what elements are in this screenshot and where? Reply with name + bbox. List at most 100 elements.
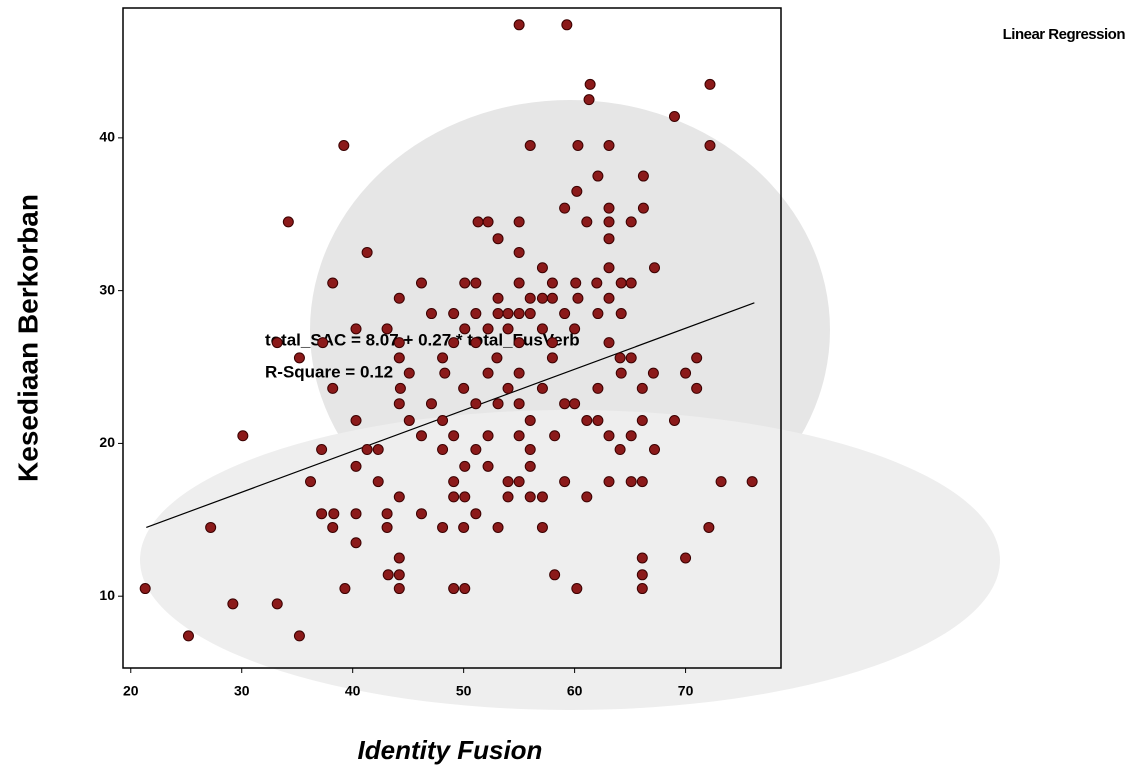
point: [382, 324, 392, 334]
annotation: R-Square = 0.12: [265, 362, 393, 381]
point: [416, 509, 426, 519]
point: [525, 416, 535, 426]
point: [525, 309, 535, 319]
point: [438, 522, 448, 532]
point: [604, 263, 614, 273]
point: [471, 278, 481, 288]
point: [650, 445, 660, 455]
point: [503, 492, 513, 502]
point: [394, 553, 404, 563]
point: [525, 445, 535, 455]
point: [395, 383, 405, 393]
point: [460, 278, 470, 288]
point: [514, 477, 524, 487]
x-tick-label: 70: [678, 683, 694, 699]
point: [351, 509, 361, 519]
point: [669, 111, 679, 121]
point: [493, 399, 503, 409]
point: [306, 477, 316, 487]
point: [238, 431, 248, 441]
point: [514, 217, 524, 227]
point: [604, 431, 614, 441]
point: [537, 522, 547, 532]
point: [362, 247, 372, 257]
point: [318, 338, 328, 348]
point: [615, 353, 625, 363]
point: [747, 477, 757, 487]
point: [340, 584, 350, 594]
point: [562, 20, 572, 30]
point: [394, 293, 404, 303]
point: [582, 217, 592, 227]
point: [573, 141, 583, 151]
point: [584, 95, 594, 105]
point: [449, 492, 459, 502]
point: [438, 353, 448, 363]
point: [373, 477, 383, 487]
point: [416, 278, 426, 288]
point: [593, 416, 603, 426]
point: [514, 399, 524, 409]
point: [449, 309, 459, 319]
point: [638, 171, 648, 181]
point: [206, 522, 216, 532]
point: [648, 368, 658, 378]
point: [547, 278, 557, 288]
point: [616, 368, 626, 378]
point: [637, 553, 647, 563]
point: [483, 431, 493, 441]
point: [404, 368, 414, 378]
point: [438, 445, 448, 455]
point: [705, 141, 715, 151]
point: [604, 203, 614, 213]
point: [351, 538, 361, 548]
point: [351, 416, 361, 426]
point: [626, 217, 636, 227]
point: [394, 570, 404, 580]
point: [604, 293, 614, 303]
point: [492, 353, 502, 363]
point: [339, 141, 349, 151]
point: [514, 368, 524, 378]
point: [394, 399, 404, 409]
point: [626, 431, 636, 441]
point: [283, 217, 293, 227]
point: [351, 324, 361, 334]
point: [704, 522, 714, 532]
point: [560, 309, 570, 319]
point: [328, 278, 338, 288]
point: [537, 324, 547, 334]
point: [514, 309, 524, 319]
point: [593, 309, 603, 319]
point: [449, 338, 459, 348]
point: [459, 383, 469, 393]
point: [592, 278, 602, 288]
point: [537, 383, 547, 393]
point: [593, 383, 603, 393]
point: [560, 203, 570, 213]
point: [616, 309, 626, 319]
point: [681, 368, 691, 378]
point: [460, 492, 470, 502]
point: [382, 522, 392, 532]
point: [537, 293, 547, 303]
point: [570, 324, 580, 334]
point: [416, 431, 426, 441]
point: [493, 293, 503, 303]
point: [514, 20, 524, 30]
point: [426, 309, 436, 319]
point: [626, 278, 636, 288]
point: [525, 141, 535, 151]
point: [317, 445, 327, 455]
point: [438, 416, 448, 426]
point: [404, 416, 414, 426]
point: [692, 353, 702, 363]
y-tick-label: 40: [99, 129, 115, 145]
y-tick-label: 10: [99, 587, 115, 603]
x-tick-label: 30: [234, 683, 250, 699]
point: [692, 383, 702, 393]
point: [547, 338, 557, 348]
point: [317, 509, 327, 519]
point: [449, 431, 459, 441]
point: [604, 234, 614, 244]
